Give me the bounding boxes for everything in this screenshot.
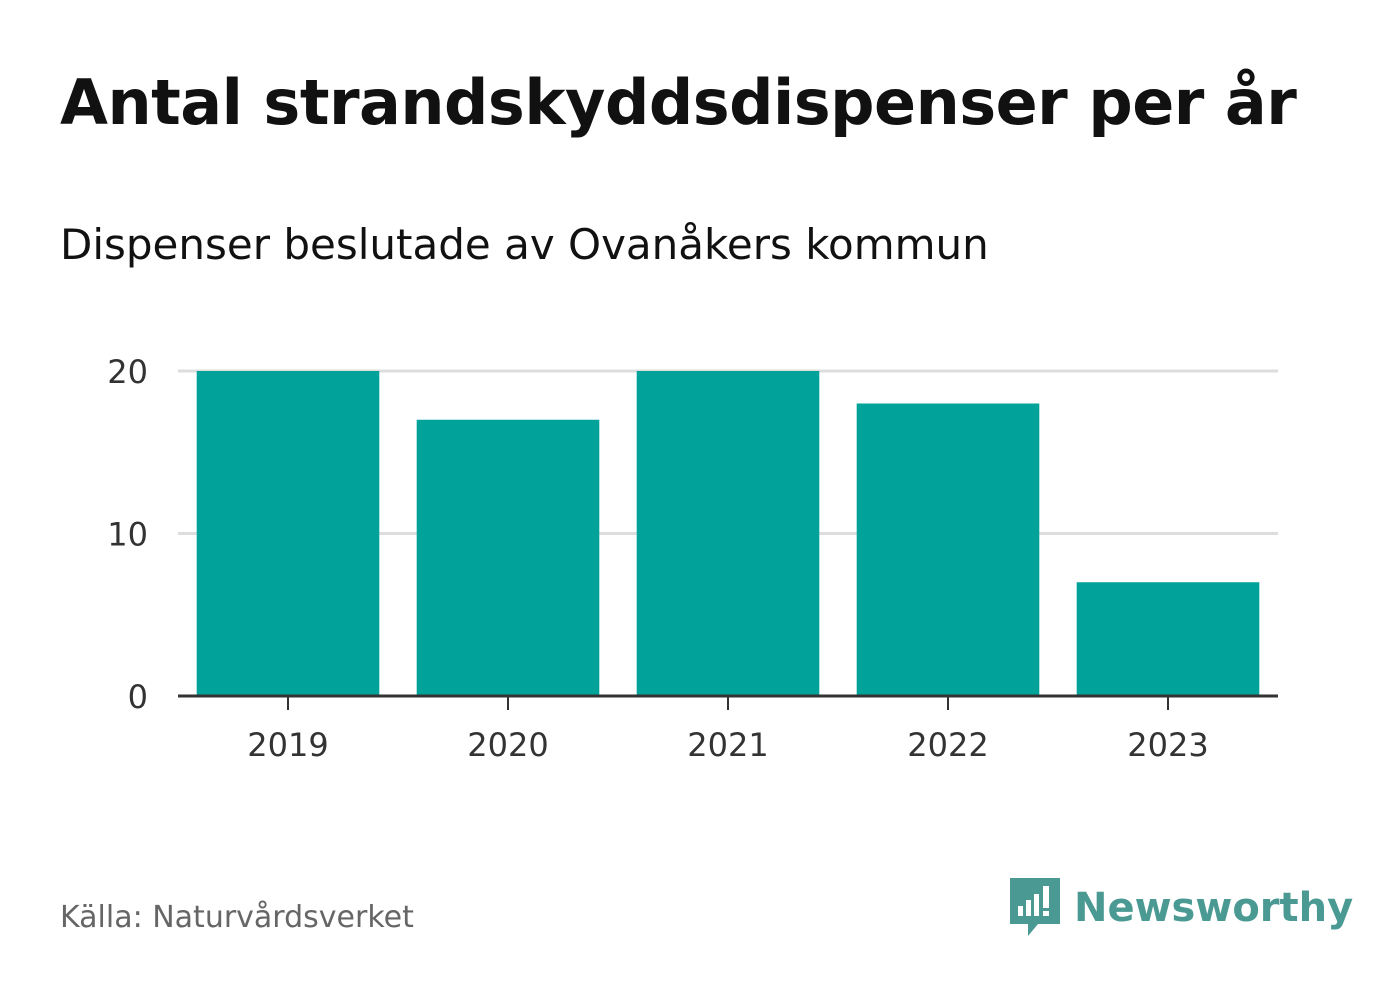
x-tick-label: 2023 [1127,726,1208,764]
bar-2022 [856,403,1040,696]
y-tick-label: 10 [107,516,148,554]
chart-title: Antal strandskyddsdispenser per år [60,66,1297,139]
bar-2020 [416,419,600,696]
y-tick-label: 0 [128,678,148,716]
bar-2019 [196,371,380,696]
bar-2023 [1076,582,1260,696]
x-tick-label: 2022 [907,726,988,764]
bar-2021 [636,371,820,696]
x-tick-label: 2021 [687,726,768,764]
chart-subtitle: Dispenser beslutade av Ovanåkers kommun [60,220,989,269]
brand-logo: Newsworthy [1010,878,1353,938]
x-tick-label: 2019 [247,726,328,764]
newsworthy-logo-icon [1010,878,1060,936]
source-note: Källa: Naturvårdsverket [60,900,414,935]
brand-name: Newsworthy [1074,885,1354,931]
x-tick-label: 2020 [467,726,548,764]
y-tick-label: 20 [107,353,148,391]
